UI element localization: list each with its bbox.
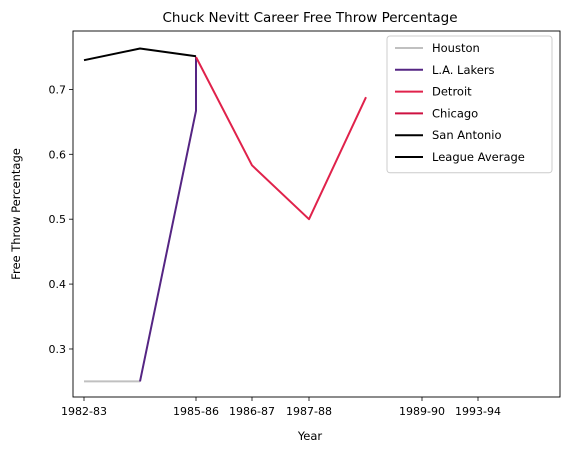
y-axis-label: Free Throw Percentage xyxy=(9,148,23,280)
y-tick-label: 0.6 xyxy=(49,148,67,161)
x-tick-label: 1989-90 xyxy=(399,405,445,418)
x-tick-label: 1986-87 xyxy=(229,405,275,418)
series-line-detroit xyxy=(195,56,367,221)
x-tick-label: 1987-88 xyxy=(286,405,332,418)
y-tick-label: 0.7 xyxy=(49,83,67,96)
legend-box xyxy=(386,35,553,174)
x-axis: 1982-83 1985-86 1986-87 1987-88 1989-90 1993-… xyxy=(61,397,501,418)
x-tick-label: 1982-83 xyxy=(61,405,107,418)
legend-label: League Average xyxy=(432,150,525,164)
y-tick-label: 0.4 xyxy=(49,278,67,291)
x-tick-label: 1985-86 xyxy=(173,405,219,418)
x-axis-label: Year xyxy=(297,429,323,443)
legend-label: L.A. Lakers xyxy=(432,63,495,77)
plot-frame xyxy=(72,30,561,398)
y-tick-label: 0.5 xyxy=(49,213,67,226)
plot-area xyxy=(83,47,367,383)
x-tick-label: 1993-94 xyxy=(455,405,501,418)
y-axis: 0.3 0.4 0.5 0.6 0.7 xyxy=(49,83,73,356)
y-tick-label: 0.3 xyxy=(49,343,67,356)
legend-label: San Antonio xyxy=(432,128,502,142)
legend-label: Houston xyxy=(432,41,480,55)
legend: Houston L.A. Lakers Detroit Chicago San Anto… xyxy=(386,35,553,174)
series-line-l-a-lakers xyxy=(139,57,197,382)
chart-title: Chuck Nevitt Career Free Throw Percentag… xyxy=(162,10,457,26)
legend-label: Chicago xyxy=(432,106,478,120)
series-line-league-average xyxy=(83,47,197,62)
legend-label: Detroit xyxy=(432,85,472,99)
